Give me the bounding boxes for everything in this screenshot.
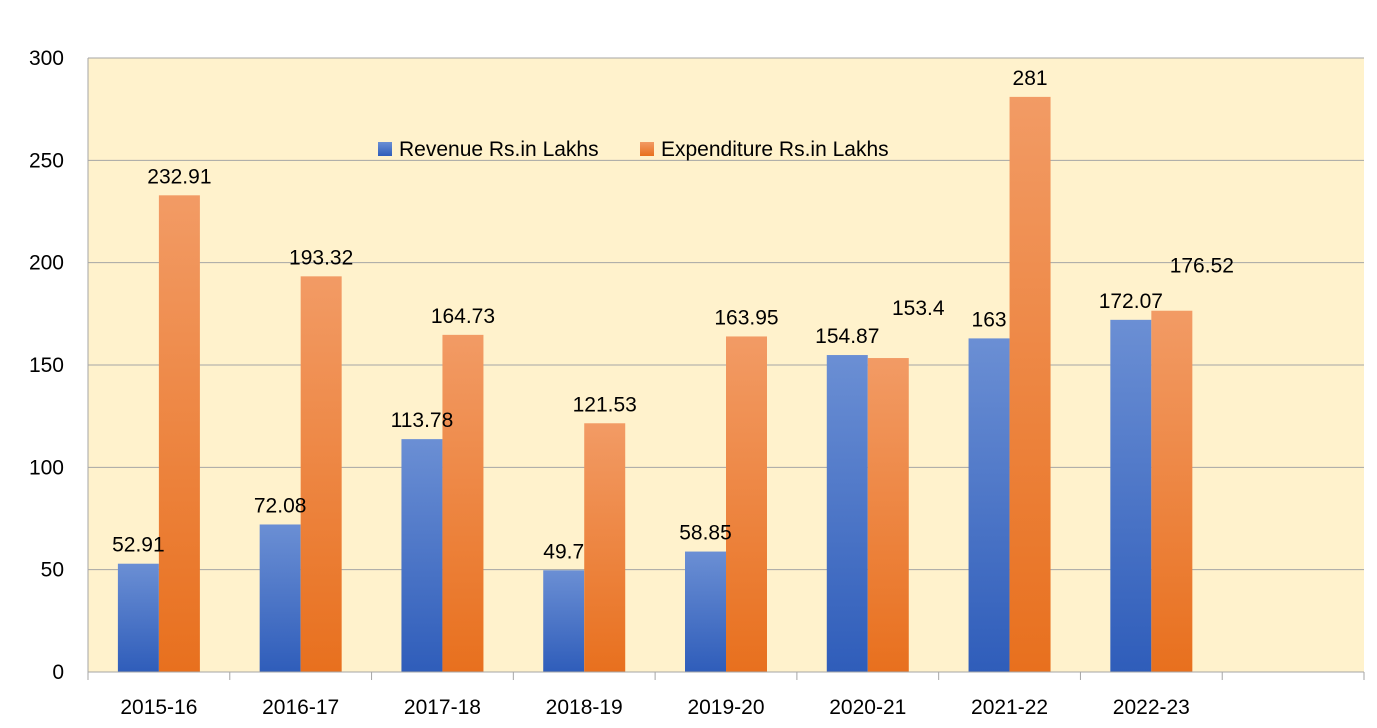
revenue-data-label: 163: [972, 308, 1007, 331]
legend-label-expenditure: Expenditure Rs.in Lakhs: [661, 138, 889, 161]
revenue-bar: [401, 439, 443, 672]
expenditure-bar: [867, 358, 909, 672]
y-tick-label: 200: [29, 252, 64, 275]
expenditure-bar: [158, 195, 200, 673]
expenditure-bar: [1151, 310, 1193, 672]
expenditure-data-label: 153.4: [892, 297, 945, 320]
x-tick-label: 2022-23: [1113, 696, 1190, 719]
revenue-bar: [1110, 319, 1152, 672]
revenue-data-label: 113.78: [391, 409, 454, 432]
expenditure-bar: [1009, 96, 1051, 673]
legend-swatch-expenditure: [640, 142, 654, 156]
x-tick-label: 2019-20: [687, 696, 764, 719]
x-tick-label: 2020-21: [829, 696, 906, 719]
x-tick-label: 2016-17: [262, 696, 339, 719]
revenue-bar: [685, 551, 726, 672]
revenue-data-label: 172.07: [1099, 290, 1163, 313]
revenue-data-label: 154.87: [815, 325, 879, 348]
legend-swatch-revenue: [378, 142, 392, 156]
expenditure-bar: [726, 336, 767, 672]
expenditure-data-label: 121.53: [573, 393, 637, 416]
data-labels: 52.91 72.08 113.78 49.7 58.85 154.87 163 172.07…: [112, 67, 1234, 563]
revenue-bar: [968, 338, 1010, 672]
revenue-bar: [117, 563, 159, 672]
expenditure-data-label: 164.73: [431, 305, 495, 328]
legend-label-revenue: Revenue Rs.in Lakhs: [399, 138, 599, 161]
expenditure-data-label: 163.95: [714, 306, 778, 329]
x-tick-label: 2018-19: [546, 696, 623, 719]
y-tick-label: 0: [52, 661, 64, 684]
bars: [117, 96, 1193, 673]
y-tick-label: 100: [29, 456, 64, 479]
y-tick-label: 250: [29, 149, 64, 172]
revenue-data-label: 58.85: [679, 522, 732, 545]
y-tick-label: 150: [29, 354, 64, 377]
revenue-bar: [826, 355, 868, 672]
expenditure-data-label: 193.32: [289, 246, 353, 269]
legend: Revenue Rs.in Lakhs Expenditure Rs.in Lak…: [378, 138, 889, 161]
revenue-data-label: 52.91: [112, 534, 165, 557]
expenditure-bar: [584, 423, 626, 672]
axes: 0 50 100 150 200 250 300 2015-16 2016-17 2017-18 2…: [29, 47, 1365, 719]
y-tick-label: 50: [41, 559, 64, 582]
y-tick-label: 300: [29, 47, 64, 70]
revenue-data-label: 49.7: [543, 540, 584, 563]
expenditure-bar: [300, 276, 342, 672]
revenue-bar: [543, 570, 585, 672]
expenditure-data-label: 232.91: [147, 165, 211, 188]
x-tick-label: 2015-16: [120, 696, 197, 719]
revenue-data-label: 72.08: [254, 494, 307, 517]
revenue-bar: [259, 524, 301, 672]
x-tick-label: 2017-18: [404, 696, 481, 719]
expenditure-data-label: 281: [1013, 67, 1048, 90]
expenditure-data-label: 176.52: [1170, 255, 1234, 278]
x-tick-label: 2021-22: [971, 696, 1048, 719]
expenditure-bar: [442, 334, 484, 672]
